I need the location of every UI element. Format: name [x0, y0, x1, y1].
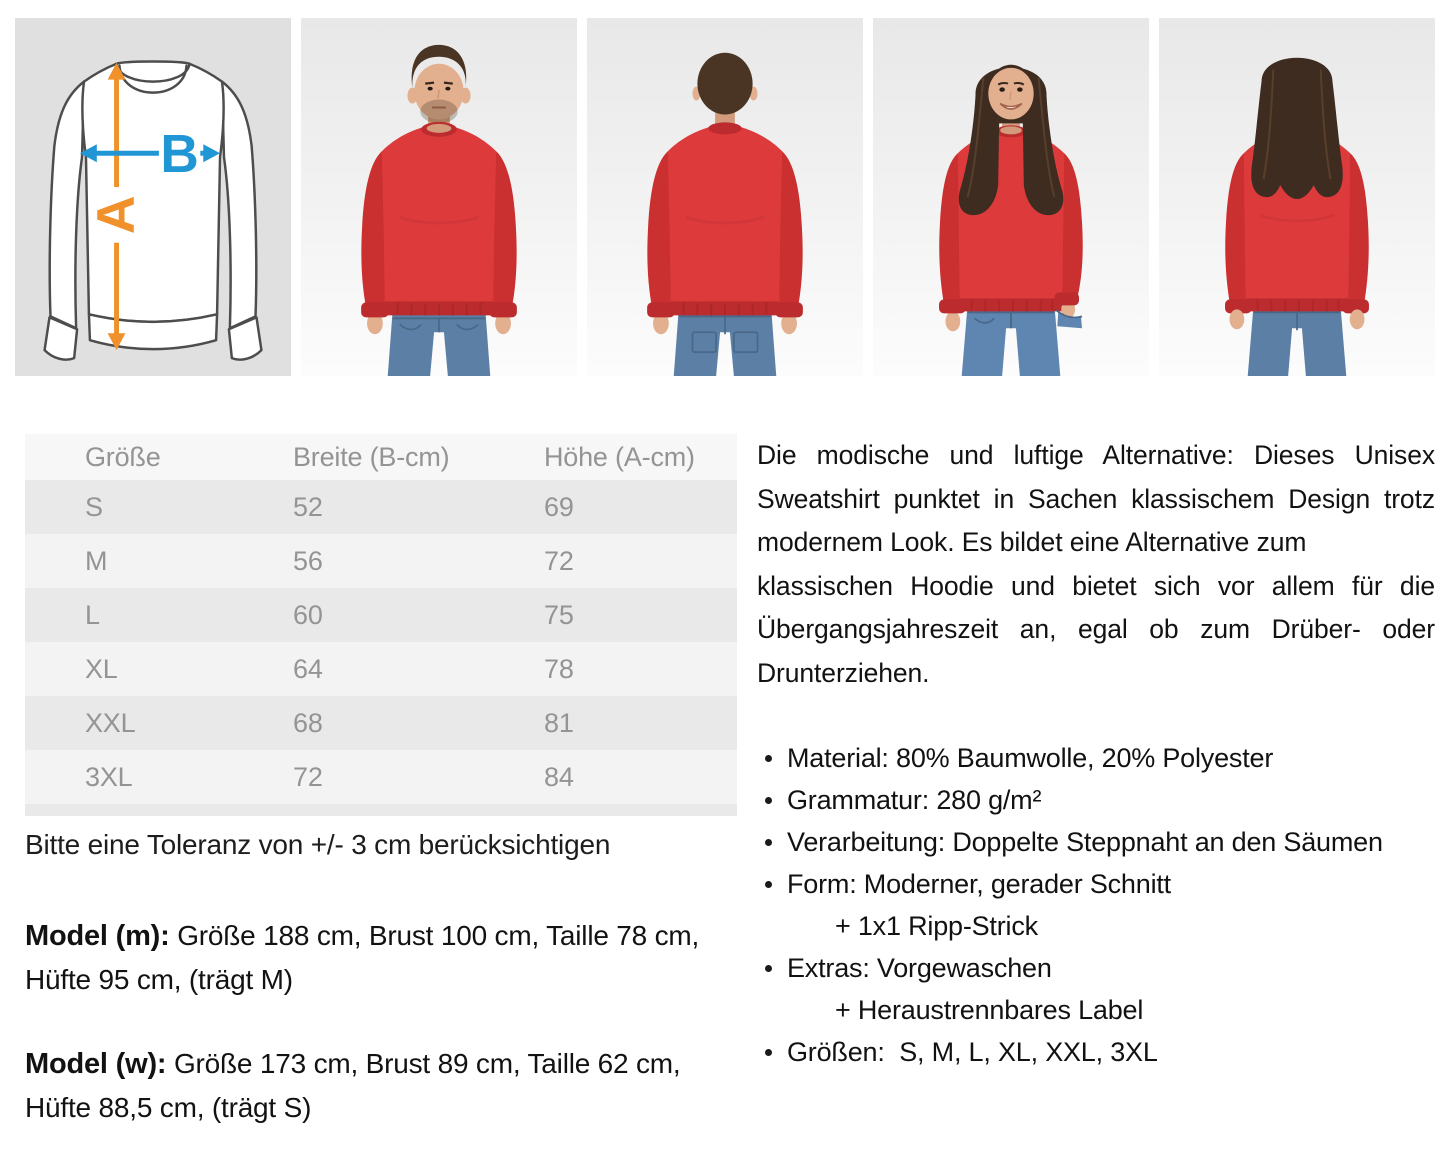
size-diagram-illustration: A B [15, 18, 291, 376]
tolerance-note: Bitte eine Toleranz von +/- 3 cm berücks… [25, 829, 611, 860]
man-back-photo [587, 18, 863, 376]
column-header-width: Breite (B-cm) [293, 441, 450, 472]
model-m-line2: Hüfte 95 cm, (trägt M) [25, 964, 293, 995]
column-header-size: Größe [85, 441, 161, 472]
product-gallery: A B [15, 18, 1435, 376]
description-line: Die modische und luftige Alternative: Di… [757, 440, 1435, 470]
bullet-subline: + 1x1 Ripp-Strick [835, 911, 1038, 941]
table-row: XL 64 78 [25, 642, 737, 696]
table-row: XXL 68 81 [25, 696, 737, 750]
size-info-column: Größe Breite (B-cm) Höhe (A-cm) S 52 69 … [25, 434, 737, 1158]
measurement-label-a: A [87, 196, 146, 235]
model-w-line1: Größe 173 cm, Brust 89 cm, Taille 62 cm, [173, 1048, 681, 1079]
size-diagram-panel: A B [15, 18, 291, 376]
model-m-line1: Größe 188 cm, Brust 100 cm, Taille 78 cm… [177, 920, 700, 951]
description-line: Übergangsjahreszeit an, egal ob zum Drüb… [757, 614, 1435, 644]
bullet-subline: + Heraustrennbares Label [835, 995, 1144, 1025]
bullet-text: Extras: Vorgewaschen [787, 953, 1052, 983]
table-row: 3XL 72 84 [25, 750, 737, 804]
table-footer-strip [25, 804, 737, 816]
bullet-dot-icon [765, 755, 772, 762]
bullet-dot-icon [765, 1049, 772, 1056]
man-front-photo [301, 18, 577, 376]
woman-front-photo [873, 18, 1149, 376]
table-row: L 60 75 [25, 588, 737, 642]
bullet-text: Größen: S, M, L, XL, XXL, 3XL [787, 1037, 1158, 1067]
woman-back-illustration [1159, 18, 1435, 376]
man-front-illustration [301, 18, 577, 376]
description-column: Die modische und luftige Alternative: Di… [757, 434, 1435, 1158]
bullet-text: Grammatur: 280 g/m² [787, 785, 1042, 815]
measurement-label-b: B [160, 125, 198, 184]
description-paragraph: Die modische und luftige Alternative: Di… [757, 434, 1435, 695]
feature-bullet-list: Material: 80% Baumwolle, 20% Polyester G… [757, 737, 1435, 1073]
details-section: Größe Breite (B-cm) Höhe (A-cm) S 52 69 … [25, 434, 1435, 1158]
model-w-label: Model (w): [25, 1048, 167, 1080]
table-row: S 52 69 [25, 480, 737, 534]
woman-front-illustration [873, 18, 1149, 376]
bullet-dot-icon [765, 797, 772, 804]
woman-back-photo [1159, 18, 1435, 376]
bullet-dot-icon [765, 965, 772, 972]
table-header-row: Größe Breite (B-cm) Höhe (A-cm) [25, 434, 737, 480]
model-w-line2: Hüfte 88,5 cm, (trägt S) [25, 1092, 312, 1123]
measurement-arrow-b: B [80, 125, 221, 184]
bullet-text: Form: Moderner, gerader Schnitt [787, 869, 1171, 899]
description-line: klassischen Hoodie und bietet sich vor a… [757, 570, 1435, 601]
bullet-item: Form: Moderner, gerader Schnitt + 1x1 Ri… [757, 863, 1435, 947]
bullet-item: Extras: Vorgewaschen + Heraustrennbares … [757, 947, 1435, 1031]
bullet-item: Verarbeitung: Doppelte Steppnaht an den … [757, 821, 1435, 863]
bullet-item: Grammatur: 280 g/m² [757, 779, 1435, 821]
description-line: Drunterziehen. [757, 657, 930, 688]
man-back-illustration [587, 18, 863, 376]
size-table: Größe Breite (B-cm) Höhe (A-cm) S 52 69 … [25, 434, 737, 804]
bullet-dot-icon [765, 881, 772, 888]
bullet-text: Material: 80% Baumwolle, 20% Polyester [787, 743, 1274, 773]
bullet-item: Größen: S, M, L, XL, XXL, 3XL [757, 1031, 1435, 1073]
bullet-dot-icon [765, 839, 772, 846]
bullet-text: Verarbeitung: Doppelte Steppnaht an den … [787, 827, 1383, 857]
model-m-info: Model (m): Größe 188 cm, Brust 100 cm, T… [25, 914, 737, 1002]
bullet-item: Material: 80% Baumwolle, 20% Polyester [757, 737, 1435, 779]
table-row: M 56 72 [25, 534, 737, 588]
measurement-arrow-a: A [87, 62, 146, 351]
description-line: modernem Look. Es bildet eine Alternativ… [757, 527, 1307, 557]
model-m-label: Model (m): [25, 920, 170, 952]
column-header-height: Höhe (A-cm) [544, 441, 695, 472]
description-line: Sweatshirt punktet in Sachen klassischem… [757, 483, 1435, 514]
model-w-info: Model (w): Größe 173 cm, Brust 89 cm, Ta… [25, 1042, 737, 1130]
